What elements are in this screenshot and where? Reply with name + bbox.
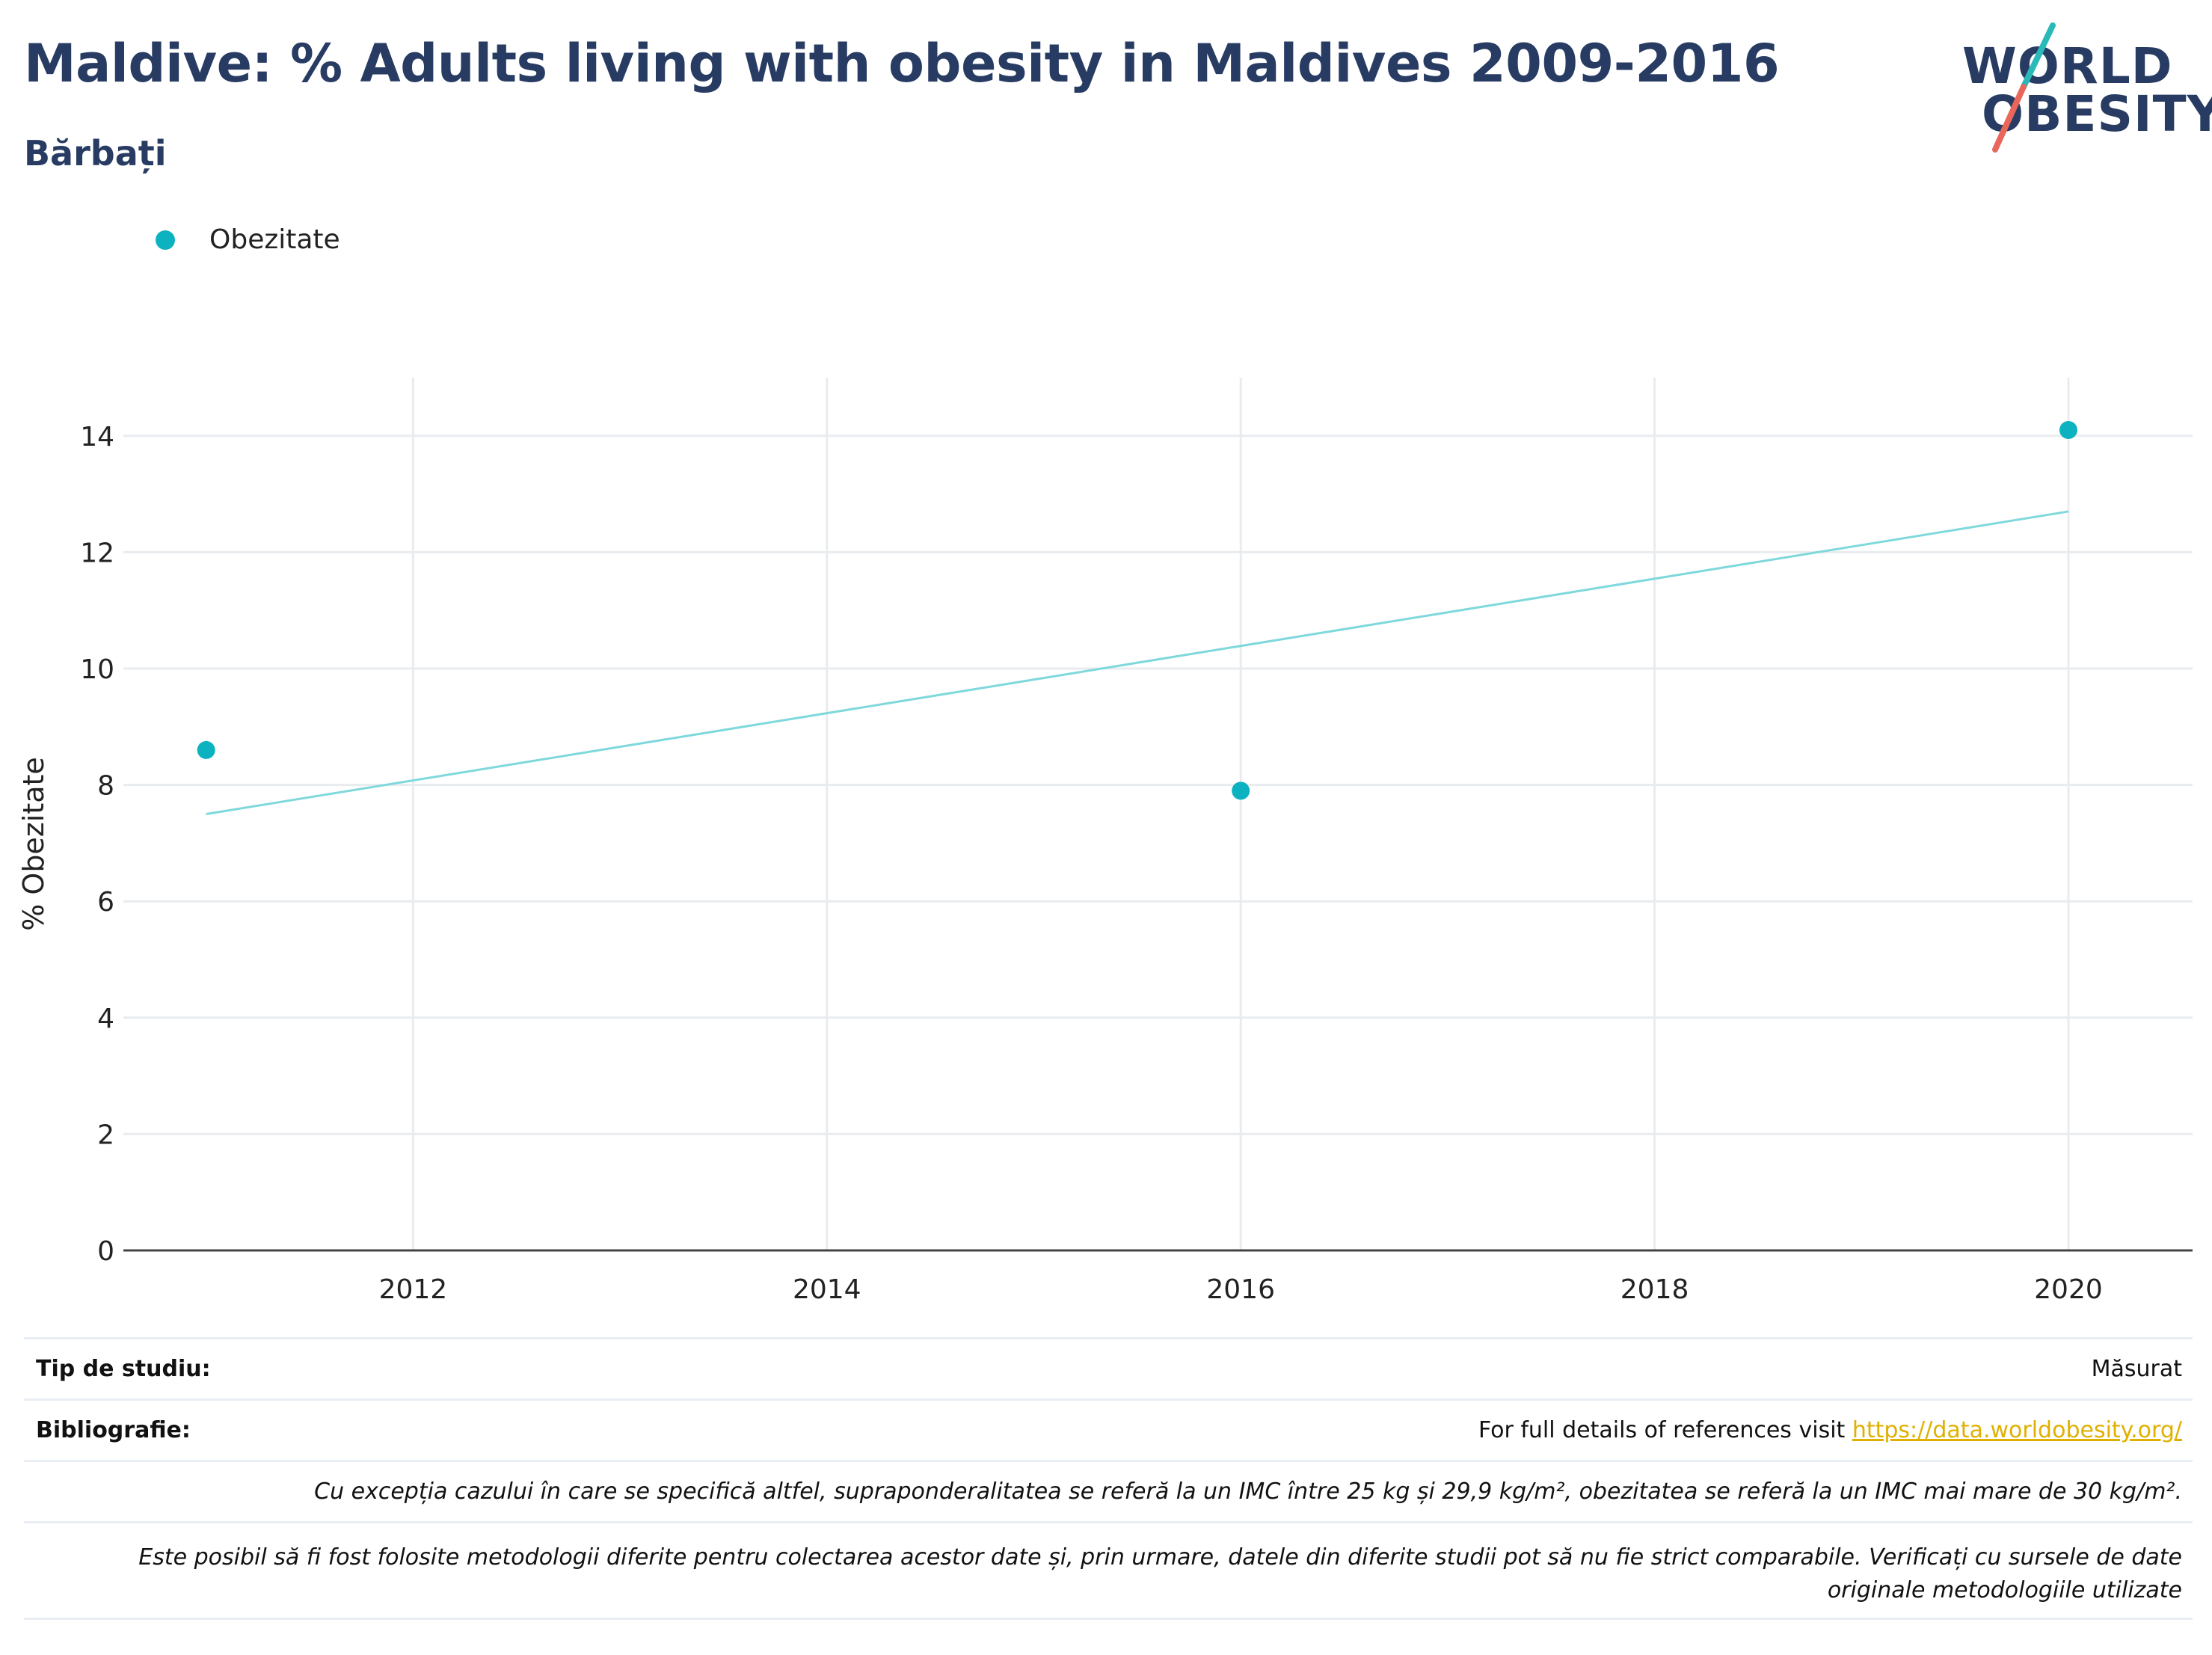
footer-bibliography-row: Bibliografie: For full details of refere… <box>24 1398 2193 1462</box>
logo-line1: WORLD <box>1962 37 2173 95</box>
page-subtitle: Bărbați <box>24 133 167 174</box>
x-tick-label: 2012 <box>379 1274 448 1305</box>
x-tick-label: 2018 <box>1620 1274 1689 1305</box>
scatter-chart: 0 2 4 6 8 10 12 14 2012 2014 2016 2018 2020 % Obezi… <box>17 378 2193 1305</box>
note-bmi: Cu excepția cazului în care se specifică… <box>314 1479 2182 1505</box>
footer-note-methods-row: Este posibil să fi fost folosite metodol… <box>24 1521 2193 1620</box>
y-tick-label: 8 <box>97 771 114 802</box>
data-points <box>197 421 2077 800</box>
y-tick-label: 2 <box>97 1120 114 1150</box>
y-tick-label: 12 <box>80 538 114 568</box>
study-type-value: Măsurat <box>2091 1356 2182 1382</box>
bibliography-text: For full details of references visit <box>1478 1417 1852 1443</box>
footer-study-type-row: Tip de studiu: Măsurat <box>24 1337 2193 1401</box>
chart-grid <box>123 378 2193 1250</box>
page-title: Maldive: % Adults living with obesity in… <box>24 33 1780 94</box>
data-point[interactable] <box>1232 782 1250 800</box>
bibliography-value: For full details of references visit htt… <box>1478 1417 2182 1443</box>
bibliography-label: Bibliografie: <box>36 1417 191 1443</box>
y-tick-label: 6 <box>97 887 114 918</box>
study-type-label: Tip de studiu: <box>36 1356 211 1382</box>
x-axis-ticks: 2012 2014 2016 2018 2020 <box>379 1274 2103 1305</box>
trend-line <box>206 510 2069 815</box>
x-tick-label: 2020 <box>2034 1274 2103 1305</box>
y-axis-ticks: 0 2 4 6 8 10 12 14 <box>80 422 114 1267</box>
chart-legend: Obezitate <box>156 224 340 255</box>
legend-label: Obezitate <box>209 224 340 255</box>
legend-marker <box>156 230 175 250</box>
note-methods-line1: Este posibil să fi fost folosite metodol… <box>138 1544 2182 1570</box>
bibliography-link[interactable]: https://data.worldobesity.org/ <box>1852 1417 2182 1443</box>
y-tick-label: 14 <box>80 422 114 452</box>
y-tick-label: 4 <box>97 1004 114 1034</box>
x-tick-label: 2014 <box>793 1274 861 1305</box>
data-point[interactable] <box>2059 421 2077 440</box>
data-point[interactable] <box>197 740 215 759</box>
note-methods-line2: originale metodologiile utilizate <box>1827 1577 2182 1603</box>
world-obesity-logo: WORLD OBESITY <box>1952 22 2212 157</box>
x-tick-label: 2016 <box>1206 1274 1275 1305</box>
y-tick-label: 0 <box>97 1236 114 1267</box>
footer-note-bmi-row: Cu excepția cazului în care se specifică… <box>24 1460 2193 1523</box>
y-tick-label: 10 <box>80 654 114 685</box>
logo-slash-icon <box>1992 22 2056 153</box>
y-axis-title: % Obezitate <box>17 757 50 931</box>
